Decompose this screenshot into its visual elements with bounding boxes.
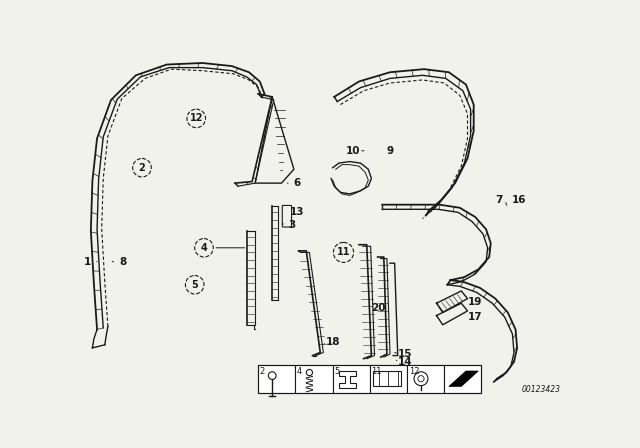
- Text: 5: 5: [334, 367, 339, 376]
- Text: 3: 3: [289, 220, 296, 230]
- Polygon shape: [449, 371, 478, 386]
- FancyBboxPatch shape: [333, 365, 370, 392]
- Text: 7: 7: [495, 195, 502, 205]
- Text: 16: 16: [511, 195, 526, 205]
- FancyBboxPatch shape: [282, 206, 292, 227]
- FancyBboxPatch shape: [370, 365, 407, 392]
- Text: 13: 13: [290, 207, 304, 217]
- Text: 2: 2: [260, 367, 265, 376]
- Text: 6: 6: [293, 178, 301, 188]
- Text: 17: 17: [468, 312, 483, 322]
- FancyBboxPatch shape: [407, 365, 444, 392]
- Text: 5: 5: [191, 280, 198, 290]
- FancyBboxPatch shape: [259, 365, 296, 392]
- FancyBboxPatch shape: [444, 365, 481, 392]
- Text: 2: 2: [139, 163, 145, 173]
- Text: 11: 11: [371, 367, 382, 376]
- Text: 11: 11: [337, 247, 350, 258]
- Text: 4: 4: [297, 367, 302, 376]
- Text: 12: 12: [408, 367, 419, 376]
- Text: 1: 1: [84, 257, 92, 267]
- Text: 9: 9: [387, 146, 394, 156]
- Text: 18: 18: [325, 337, 340, 347]
- Text: 8: 8: [119, 257, 126, 267]
- Text: 20: 20: [371, 303, 386, 313]
- Text: 4: 4: [200, 243, 207, 253]
- FancyBboxPatch shape: [296, 365, 333, 392]
- Text: 15: 15: [398, 349, 413, 359]
- Text: 12: 12: [189, 113, 203, 124]
- Text: 00123423: 00123423: [522, 385, 561, 394]
- Text: 19: 19: [468, 297, 483, 307]
- Text: 14: 14: [398, 357, 413, 367]
- Text: 10: 10: [346, 146, 360, 156]
